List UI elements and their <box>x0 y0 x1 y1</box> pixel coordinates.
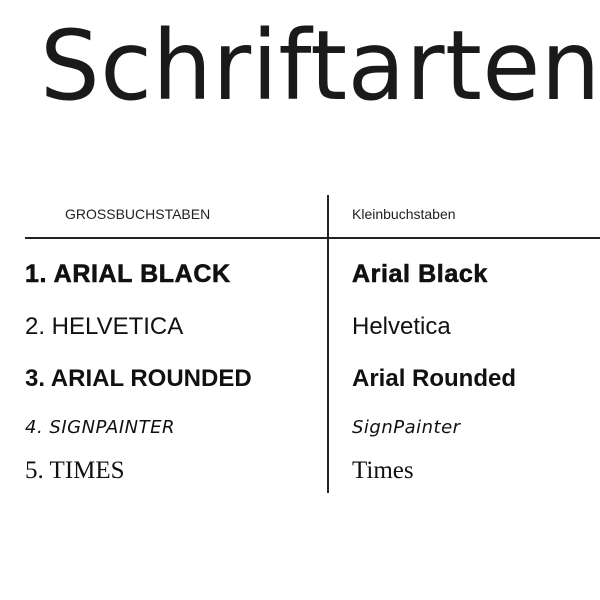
header-lowercase: Kleinbuchstaben <box>352 206 456 222</box>
row-3-lower: Arial Rounded <box>352 365 517 392</box>
row-2-upper: 2. HELVETICA <box>25 313 184 340</box>
row-5-upper: 5. TIMES <box>25 457 125 484</box>
row-4-lower: SignPainter <box>352 417 461 438</box>
row-1-lower: Arial Black <box>352 260 488 289</box>
row-1-upper: 1. ARIAL BLACK <box>25 260 231 289</box>
horizontal-divider <box>25 237 600 239</box>
page-title: Schriftarten <box>40 10 600 122</box>
row-3-upper: 3. ARIAL ROUNDED <box>25 365 252 392</box>
row-4-upper: 4. SIGNPAINTER <box>25 417 175 438</box>
vertical-divider <box>327 195 329 493</box>
row-5-lower: Times <box>352 457 414 484</box>
header-uppercase: GROSSBUCHSTABEN <box>65 206 211 222</box>
row-2-lower: Helvetica <box>352 313 451 340</box>
